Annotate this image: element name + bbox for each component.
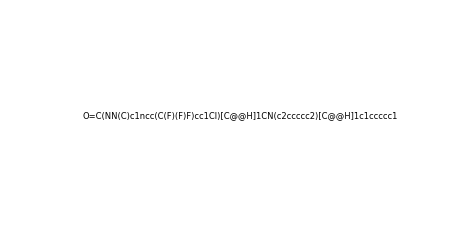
- Text: O=C(NN(C)c1ncc(C(F)(F)F)cc1Cl)[C@@H]1CN(c2ccccc2)[C@@H]1c1ccccc1: O=C(NN(C)c1ncc(C(F)(F)F)cc1Cl)[C@@H]1CN(…: [83, 111, 398, 120]
